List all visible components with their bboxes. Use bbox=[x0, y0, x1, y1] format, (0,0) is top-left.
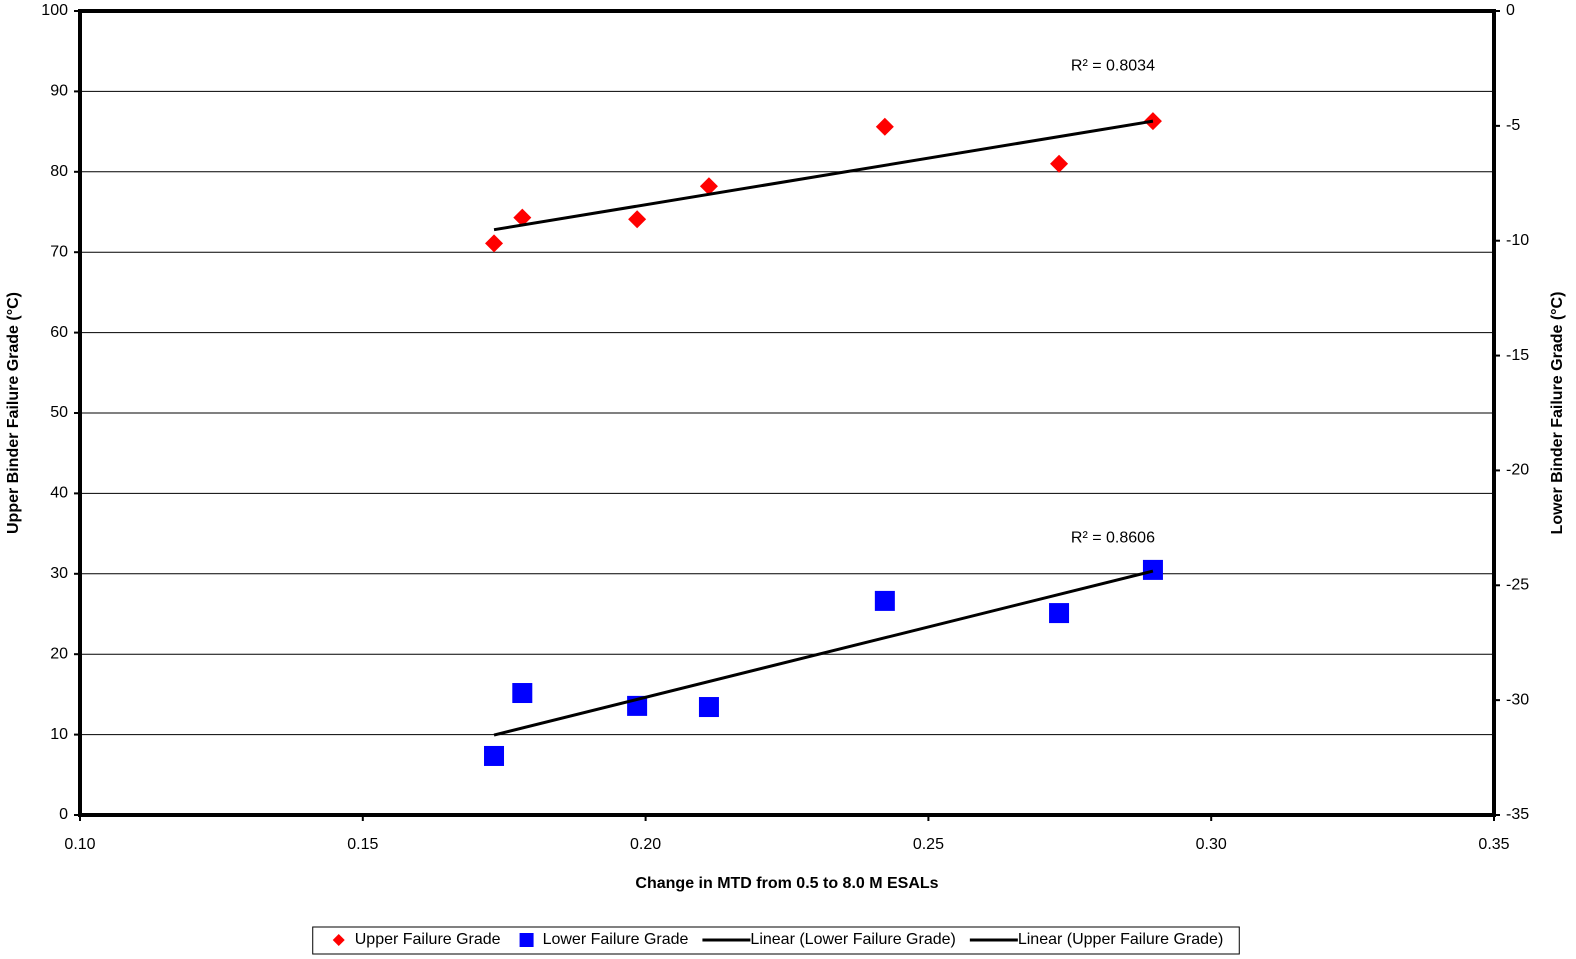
data-point bbox=[512, 683, 533, 704]
data-point bbox=[1050, 154, 1069, 173]
data-point bbox=[875, 117, 894, 136]
legend-label: Linear (Lower Failure Grade) bbox=[750, 931, 955, 948]
y2-tick-label: -30 bbox=[1506, 691, 1529, 708]
data-point bbox=[484, 745, 505, 766]
y-tick-label: 100 bbox=[41, 2, 68, 19]
x-tick-label: 0.15 bbox=[347, 836, 378, 853]
y-tick-label: 90 bbox=[50, 83, 68, 100]
legend-label: Lower Failure Grade bbox=[543, 931, 689, 948]
y-tick-label: 30 bbox=[50, 565, 68, 582]
data-point bbox=[485, 234, 504, 253]
y-tick-label: 80 bbox=[50, 163, 68, 180]
y-tick-label: 60 bbox=[50, 324, 68, 341]
data-point bbox=[1143, 112, 1162, 131]
y-axis-label: Upper Binder Failure Grade (°C) bbox=[5, 292, 22, 534]
x-tick-label: 0.30 bbox=[1196, 836, 1227, 853]
data-point bbox=[1142, 559, 1163, 580]
y2-tick-label: -35 bbox=[1506, 806, 1529, 823]
y2-tick-label: -15 bbox=[1506, 347, 1529, 364]
data-point bbox=[513, 208, 532, 227]
data-point bbox=[1049, 603, 1070, 624]
r-squared-label: R² = 0.8034 bbox=[1071, 57, 1155, 74]
legend-swatch bbox=[519, 933, 534, 947]
x-tick-label: 0.35 bbox=[1478, 836, 1509, 853]
y2-tick-label: 0 bbox=[1506, 2, 1515, 19]
plot-frame bbox=[78, 9, 1496, 817]
data-point bbox=[874, 590, 895, 611]
x-axis-label: Change in MTD from 0.5 to 8.0 M ESALs bbox=[635, 875, 938, 892]
x-tick-label: 0.10 bbox=[64, 836, 95, 853]
y-tick-label: 0 bbox=[59, 806, 68, 823]
legend: Upper Failure Grade Lower Failure Grade Li… bbox=[312, 926, 1240, 955]
y-tick-label: 20 bbox=[50, 645, 68, 662]
trend-line bbox=[493, 119, 1154, 232]
y-tick-label: 10 bbox=[50, 726, 68, 743]
legend-label: Linear (Upper Failure Grade) bbox=[1018, 931, 1223, 948]
data-point bbox=[628, 210, 647, 229]
r-squared-label: R² = 0.8606 bbox=[1071, 529, 1155, 546]
x-tick-label: 0.20 bbox=[630, 836, 661, 853]
legend-box bbox=[312, 926, 1240, 955]
x-tick-label: 0.25 bbox=[913, 836, 944, 853]
data-point bbox=[699, 177, 718, 196]
data-point bbox=[698, 697, 719, 718]
y2-tick-label: -10 bbox=[1506, 232, 1529, 249]
y-tick-label: 40 bbox=[50, 485, 68, 502]
y-tick-label: 50 bbox=[50, 404, 68, 421]
y2-axis-label: Lower Binder Failure Grade (°C) bbox=[1549, 292, 1566, 535]
y2-tick-label: -5 bbox=[1506, 117, 1520, 134]
legend-label: Upper Failure Grade bbox=[355, 931, 501, 948]
trend-line bbox=[493, 569, 1154, 737]
y2-tick-label: -25 bbox=[1506, 577, 1529, 594]
legend-swatch bbox=[332, 934, 345, 946]
y-tick-label: 70 bbox=[50, 243, 68, 260]
y2-tick-label: -20 bbox=[1506, 462, 1529, 479]
